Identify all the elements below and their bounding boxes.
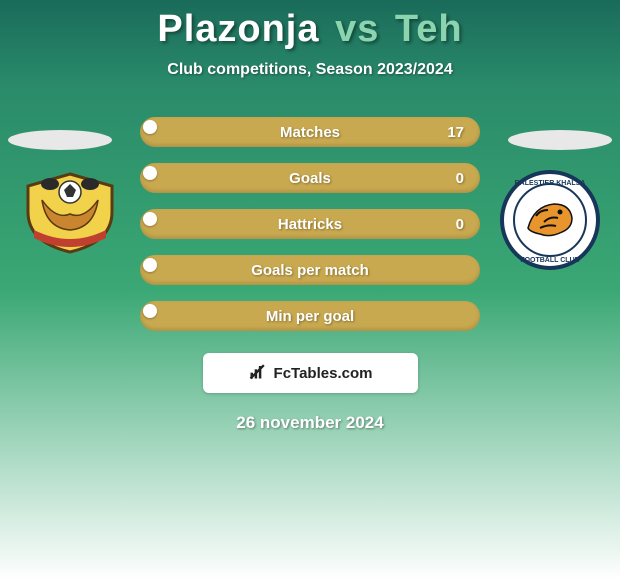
stat-label: Min per goal xyxy=(266,308,354,325)
player1-name: Plazonja xyxy=(157,8,319,50)
vs-text: vs xyxy=(335,8,379,50)
stat-label: Goals xyxy=(289,170,331,187)
stat-label: Hattricks xyxy=(278,216,342,233)
stat-label: Matches xyxy=(280,124,340,141)
stat-right-value: 0 xyxy=(456,216,464,233)
svg-text:BALESTIER KHALSA: BALESTIER KHALSA xyxy=(515,180,586,187)
brand-badge[interactable]: FcTables.com xyxy=(203,353,418,393)
stat-row-gpm: Goals per match xyxy=(140,255,480,285)
chart-icon xyxy=(248,361,268,386)
stat-row-matches: Matches 17 xyxy=(140,117,480,147)
club-crest-right: BALESTIER KHALSA FOOTBALL CLUB xyxy=(500,170,600,270)
stat-row-goals: Goals 0 xyxy=(140,163,480,193)
stat-right-value: 17 xyxy=(447,124,464,141)
stat-label: Goals per match xyxy=(251,262,369,279)
snapshot-date: 26 november 2024 xyxy=(0,413,620,433)
svg-text:FOOTBALL CLUB: FOOTBALL CLUB xyxy=(520,257,579,264)
stat-row-mpg: Min per goal xyxy=(140,301,480,331)
club-crest-left xyxy=(20,170,120,254)
stat-right-value: 0 xyxy=(456,170,464,187)
player2-shadow xyxy=(508,130,612,150)
brand-text: FcTables.com xyxy=(274,365,373,382)
competition-subtitle: Club competitions, Season 2023/2024 xyxy=(0,61,620,79)
player2-name: Teh xyxy=(395,8,463,50)
comparison-title: Plazonja vs Teh xyxy=(0,0,620,51)
stat-row-hattricks: Hattricks 0 xyxy=(140,209,480,239)
player1-shadow xyxy=(8,130,112,150)
